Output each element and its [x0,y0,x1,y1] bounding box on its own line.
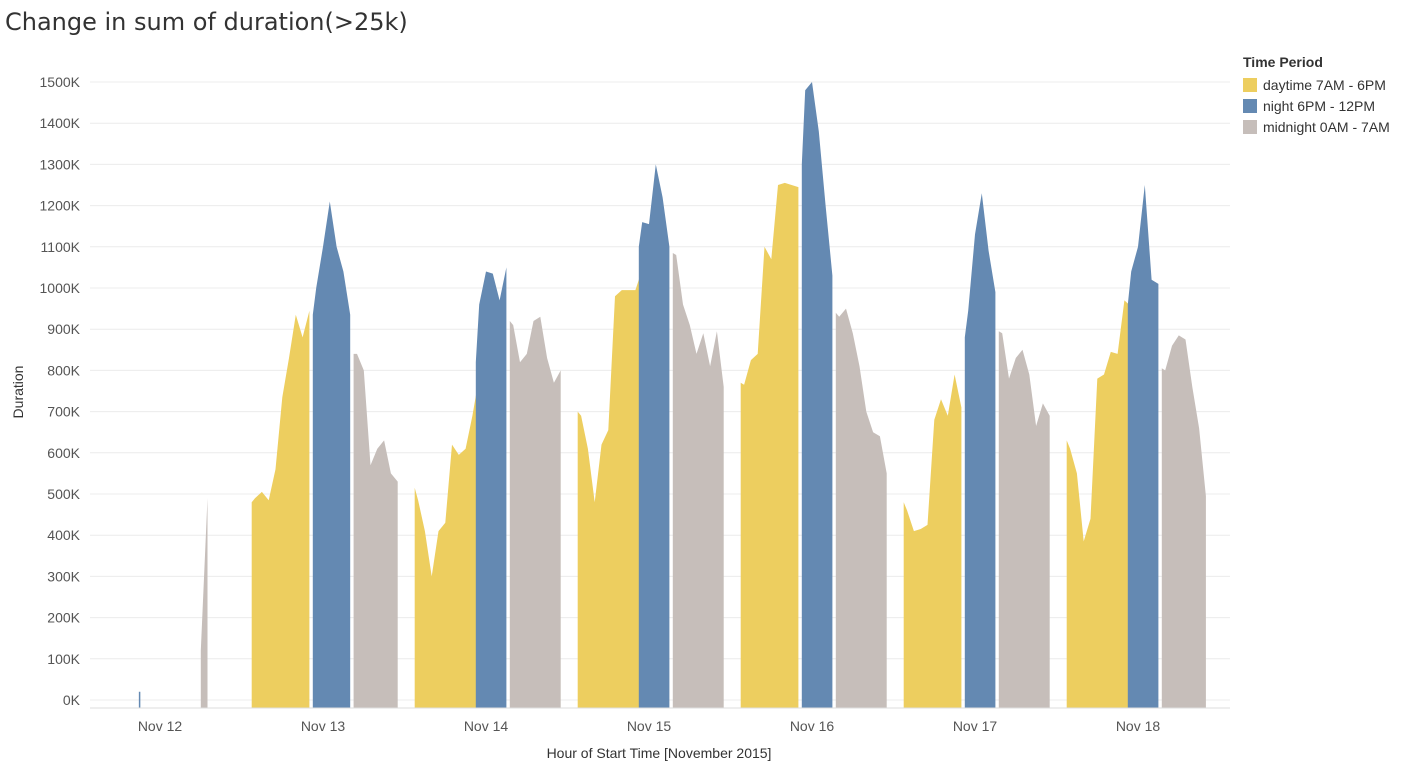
y-tick-label: 800K [47,362,80,378]
legend: Time Period daytime 7AM - 6PM night 6PM … [1243,54,1390,137]
x-tick-label: Nov 18 [1116,718,1161,734]
x-tick-label: Nov 17 [953,718,998,734]
area-segment-series-0-4 [903,374,962,708]
y-tick-label: 500K [47,486,80,502]
legend-swatch [1243,98,1257,113]
legend-label: night 6PM - 12PM [1263,97,1376,114]
x-tick-label: Nov 12 [138,718,183,734]
y-tick-label: 1500K [40,74,81,90]
x-axis-title: Hour of Start Time [November 2015] [547,745,772,761]
legend-item-night[interactable]: night 6PM - 12PM [1243,95,1390,116]
area-segment-series-2-3 [672,253,724,708]
y-tick-label: 300K [47,568,80,584]
area-segment-series-0-1 [414,376,480,708]
y-axis-ticks: 0K 100K 200K 300K 400K 500K 600K 700K 800K 900K 10… [40,74,81,708]
area-segment-series-1-6 [1127,185,1159,708]
legend-label: daytime 7AM - 6PM [1263,76,1386,93]
area-segment-series-0-3 [740,182,799,708]
y-tick-label: 0K [63,692,81,708]
area-segment-series-0-2 [577,269,643,708]
area-segment-series-2-6 [1161,335,1206,708]
area-segment-series-2-5 [998,331,1050,708]
y-tick-label: 700K [47,404,80,420]
area-segment-series-1-3 [638,164,670,708]
y-tick-label: 1000K [40,280,81,296]
x-axis-ticks: Nov 12 Nov 13 Nov 14 Nov 15 Nov 16 Nov 17 Nov … [138,718,1161,734]
y-tick-label: 600K [47,445,80,461]
x-tick-label: Nov 16 [790,718,835,734]
legend-swatch [1243,119,1257,134]
area-segment-series-1-4 [801,82,833,708]
legend-label: midnight 0AM - 7AM [1263,118,1390,135]
area-segment-series-1-5 [964,193,996,708]
area-segment-series-2-4 [835,308,887,708]
x-tick-label: Nov 15 [627,718,672,734]
y-tick-label: 900K [47,321,80,337]
area-segment-series-2-0 [200,498,208,708]
y-tick-label: 1200K [40,198,81,214]
y-tick-label: 1300K [40,156,81,172]
legend-item-midnight[interactable]: midnight 0AM - 7AM [1243,116,1390,137]
area-segment-series-0-0 [251,310,310,708]
y-tick-label: 100K [47,651,80,667]
x-tick-label: Nov 14 [464,718,509,734]
legend-swatch [1243,77,1257,92]
legend-title: Time Period [1243,54,1323,70]
y-tick-label: 400K [47,527,80,543]
y-axis-title: Duration [10,366,26,419]
chart-title: Change in sum of duration(>25k) [5,8,408,36]
y-tick-label: 1400K [40,115,81,131]
series-areas [138,82,1206,708]
area-segment-series-1-2 [475,267,507,708]
area-segment-series-0-5 [1066,300,1132,708]
y-tick-label: 200K [47,610,80,626]
area-segment-series-1-1 [312,201,351,708]
y-tick-label: 1100K [41,239,81,255]
area-segment-series-2-1 [353,353,398,708]
legend-item-daytime[interactable]: daytime 7AM - 6PM [1243,74,1390,95]
area-segment-series-2-2 [509,316,561,708]
x-tick-label: Nov 13 [301,718,346,734]
